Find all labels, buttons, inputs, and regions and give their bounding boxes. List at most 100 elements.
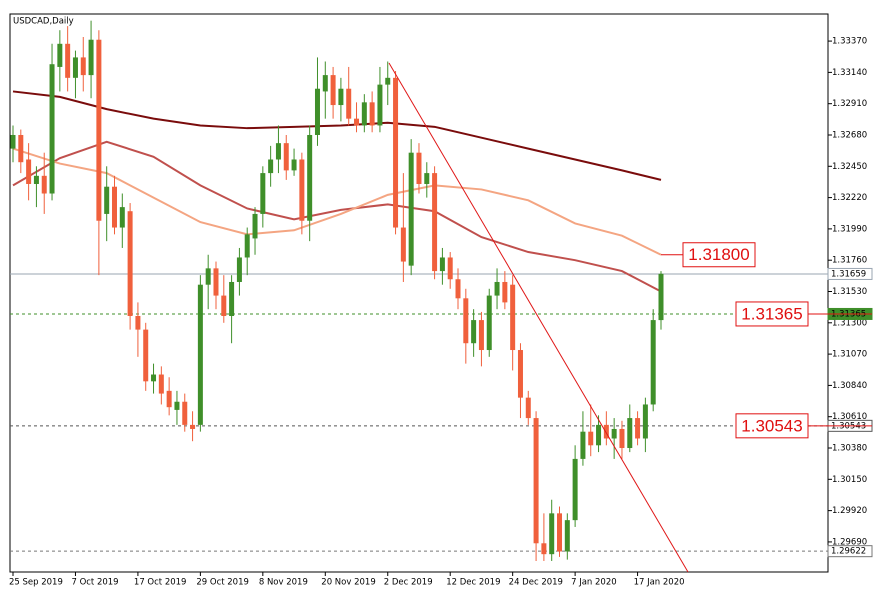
moving-average [12,140,662,293]
candle-body [564,520,570,552]
annotation-box [682,242,756,268]
x-tick-label: 25 Sep 2019 [9,578,63,588]
y-tick-label: 1.32220 [832,193,867,203]
candle-body [619,428,625,449]
candle-body [369,102,375,126]
candle-body [275,143,281,160]
x-tick-label: 29 Oct 2019 [196,578,249,588]
moving-average [12,147,662,256]
candle-body [627,418,633,449]
chart-title: USDCAD,Daily [13,17,74,27]
candle-body [205,268,211,285]
candle-body [41,175,47,194]
candle-body [299,159,305,221]
candle-body [463,298,469,344]
price-label-box [827,267,873,280]
candle-body [111,186,117,228]
y-tick-label: 1.29920 [832,506,867,516]
candle-body [10,134,16,149]
annotation-label: 1.30543 [741,416,802,435]
y-tick-label: 1.31990 [832,224,867,234]
candle-body [307,134,313,221]
candle-body [190,424,196,429]
candle-body [517,350,523,398]
y-tick-label: 1.33370 [832,37,867,47]
candle-body [174,401,180,410]
candle-body [166,390,172,408]
candle-body [533,418,539,544]
y-tick-label: 1.32450 [832,162,867,172]
candle-body [400,227,406,262]
candle-body [541,543,547,555]
candle-body [221,295,227,317]
candle-body [33,175,39,184]
price-label: 1.29622 [831,547,866,557]
candle-body [635,418,641,439]
candle-body [471,320,477,344]
candle-body [393,77,399,228]
x-tick-label: 24 Dec 2019 [509,578,563,588]
candle-body [557,513,563,552]
candle-body [57,43,63,67]
candle-body [26,159,32,184]
candle-body [135,316,141,330]
candle-body [603,424,609,439]
candle-body [96,39,102,221]
candle-body [268,159,274,174]
y-tick-label: 1.30380 [832,444,867,454]
candle-body [104,186,110,214]
x-tick-label: 12 Dec 2019 [446,578,500,588]
candle-body [416,152,422,184]
candle-body [158,374,164,394]
y-tick-label: 1.31760 [832,256,867,266]
candle-body [143,329,149,382]
annotation-box [735,301,809,327]
candle-body [182,401,188,425]
x-tick-label: 7 Oct 2019 [71,578,118,588]
y-tick-label: 1.33140 [832,68,867,78]
candle-body [88,39,94,76]
y-tick-label: 1.29690 [832,537,867,547]
candle-body [354,118,360,126]
candle-body [439,257,445,272]
candle-body [338,88,344,106]
candle-body [455,279,461,299]
candle-body [151,374,157,382]
annotation-label: 1.31800 [688,245,749,264]
y-tick-label: 1.30840 [832,381,867,391]
candle-body [229,281,235,317]
candle-body [432,173,438,272]
plot-layer: 1.33370 1.33140 1.32910 1.32680 1.32450 1.322… [9,20,867,588]
candle-body [510,284,516,351]
x-tick-label: 2 Dec 2019 [384,578,433,588]
candle-body [291,159,297,171]
moving-average [12,90,662,181]
candle-body [213,268,219,296]
x-tick-label: 17 Jan 2020 [634,578,685,588]
candle-body [611,428,617,439]
candle-body [494,281,500,296]
candle-body [502,281,508,303]
trend-line [388,62,689,573]
label-layer: 1.31659 1.31365 1.30543 1.29622 1.31800 1.313… [661,242,873,558]
candle-body [236,257,242,282]
x-tick-label: 17 Oct 2019 [134,578,187,588]
candle-body [244,234,250,258]
candle-body [588,431,594,446]
candle-body [314,88,320,135]
candle-body [119,207,125,228]
candle-body [572,458,578,521]
candle-body [377,84,383,126]
candle-body [478,320,484,351]
candle-body [346,88,352,119]
plot-frame [9,13,829,573]
y-tick-label: 1.32910 [832,99,867,109]
y-tick-label: 1.32680 [832,130,867,140]
x-tick-label: 7 Jan 2020 [571,578,617,588]
candle-body [596,424,602,446]
price-label: 1.31659 [831,269,866,279]
candle-body [408,152,414,266]
candle-body [322,75,328,92]
candle-body [549,513,555,555]
